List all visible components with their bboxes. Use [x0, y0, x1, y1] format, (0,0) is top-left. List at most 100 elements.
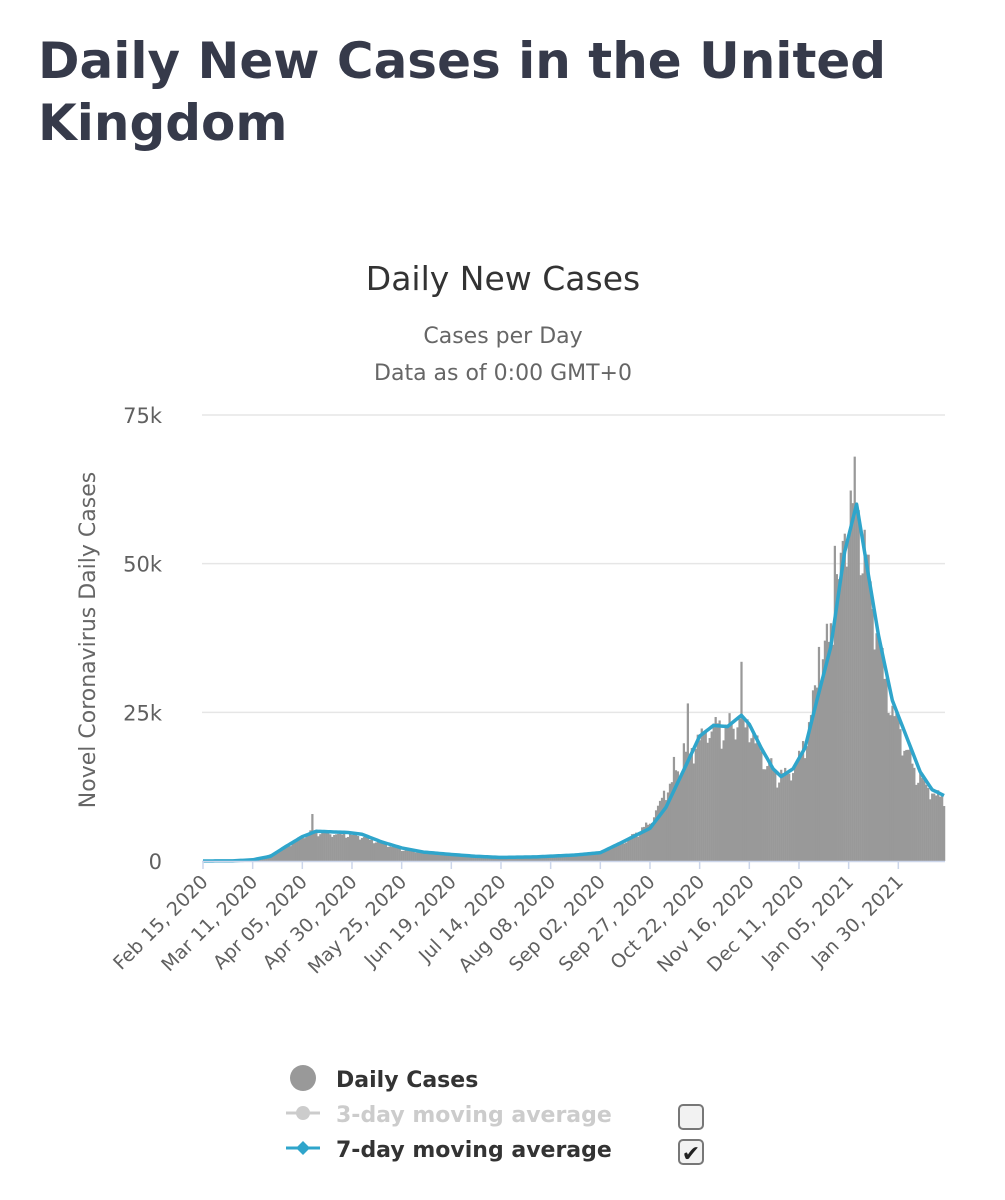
legend-item-7-day-average[interactable]: 7-day moving average: [286, 1138, 612, 1163]
daily-case-bar: [875, 633, 878, 861]
line-layer: [202, 502, 945, 863]
legend-item-3-day-average[interactable]: 3-day moving average: [286, 1103, 612, 1128]
daily-case-bar: [752, 731, 755, 861]
daily-case-bar: [821, 659, 825, 861]
daily-case-bar: [631, 834, 634, 861]
daily-case-bar: [915, 784, 918, 861]
checkbox-3-day-average[interactable]: [678, 1104, 704, 1130]
daily-case-bar: [603, 850, 606, 861]
daily-case-bar: [549, 856, 552, 861]
daily-case-bar: [700, 728, 703, 861]
daily-case-bar: [742, 716, 745, 861]
daily-case-bar: [486, 857, 489, 861]
daily-case-bar: [720, 748, 723, 861]
daily-case-bar: [660, 797, 664, 861]
daily-case-bar: [895, 712, 898, 861]
daily-case-bar: [762, 769, 765, 861]
daily-case-bar: [615, 845, 618, 861]
daily-case-bar: [384, 844, 388, 861]
daily-case-bar: [817, 646, 821, 861]
daily-case-bar: [901, 755, 904, 861]
daily-case-bar: [650, 822, 654, 861]
daily-case-bar: [376, 840, 380, 861]
daily-case-bar: [643, 826, 646, 861]
daily-case-bar: [841, 540, 844, 861]
daily-case-bar: [656, 805, 660, 861]
checkbox-7-day-average[interactable]: [678, 1139, 704, 1165]
daily-case-bar: [444, 854, 447, 861]
daily-case-bar: [456, 855, 459, 861]
legend-item-daily-cases[interactable]: Daily Cases: [290, 1065, 478, 1093]
daily-case-bar: [792, 773, 795, 861]
daily-case-bar: [738, 718, 741, 861]
daily-case-bar: [386, 846, 389, 861]
daily-case-bar: [341, 834, 344, 861]
daily-case-bar: [442, 854, 445, 861]
daily-case-bar: [629, 836, 632, 861]
daily-case-bar: [654, 810, 658, 861]
daily-case-bar: [555, 856, 558, 861]
daily-case-bar: [408, 849, 411, 861]
daily-case-bar: [281, 848, 284, 861]
daily-case-bar: [839, 552, 842, 861]
daily-case-bar: [815, 687, 819, 861]
daily-case-bar: [283, 847, 286, 861]
daily-case-bar: [424, 852, 427, 861]
daily-case-bar: [799, 752, 803, 861]
daily-case-bar: [501, 857, 505, 861]
daily-case-bar: [333, 834, 336, 861]
daily-case-bar: [515, 857, 519, 861]
daily-case-bar: [472, 856, 475, 861]
daily-case-bar: [547, 856, 550, 861]
daily-case-bar: [509, 857, 513, 861]
y-tick-label: 50k: [123, 553, 163, 577]
legend: Daily Cases 3-day moving average 7-day m…: [286, 1065, 704, 1167]
daily-case-bar: [416, 851, 419, 861]
daily-case-bar: [517, 857, 521, 861]
daily-case-bar: [710, 731, 713, 861]
daily-case-bar: [935, 795, 938, 861]
chart-subtitle-line-1: Cases per Day: [423, 324, 582, 349]
daily-case-bar: [569, 855, 572, 861]
daily-case-bar: [273, 853, 276, 861]
daily-case-bar: [513, 857, 517, 861]
daily-case-bar: [345, 837, 348, 861]
daily-case-bar: [929, 799, 932, 861]
daily-case-bar: [484, 857, 487, 861]
daily-case-bar: [567, 855, 570, 861]
daily-case-bar: [682, 743, 685, 861]
daily-case-bar: [305, 836, 308, 861]
daily-case-bar: [756, 735, 759, 861]
daily-case-bar: [708, 738, 711, 861]
daily-case-bar: [813, 685, 817, 861]
daily-case-bar: [402, 850, 405, 861]
daily-case-bar: [921, 778, 924, 861]
daily-case-bar: [362, 837, 366, 861]
daily-case-bar: [404, 849, 407, 861]
legend-label-daily-cases: Daily Cases: [336, 1068, 478, 1093]
daily-case-bar: [511, 857, 515, 861]
daily-case-bar: [778, 782, 781, 861]
daily-case-bar: [360, 838, 364, 861]
daily-case-bar: [941, 795, 944, 861]
legend-label-7-day-average: 7-day moving average: [336, 1138, 612, 1163]
daily-case-bar: [565, 855, 568, 861]
daily-case-bar: [692, 763, 695, 861]
y-tick-label: 75k: [123, 404, 163, 428]
daily-case-bar: [672, 756, 676, 861]
daily-case-bar: [496, 857, 499, 861]
seven-day-average-line: [202, 502, 945, 863]
daily-case-bar: [676, 771, 680, 861]
daily-case-bar: [652, 817, 656, 861]
daily-case-bar: [541, 857, 544, 861]
daily-case-bar: [688, 753, 691, 861]
daily-case-bar: [420, 851, 423, 861]
daily-case-bar: [881, 647, 884, 861]
daily-case-bar: [724, 724, 727, 861]
daily-case-bar: [370, 839, 374, 861]
daily-case-bar: [382, 843, 386, 861]
daily-case-bar: [577, 854, 580, 861]
daily-case-bar: [641, 827, 644, 861]
daily-case-bar: [337, 833, 340, 861]
daily-case-bar: [498, 857, 501, 861]
